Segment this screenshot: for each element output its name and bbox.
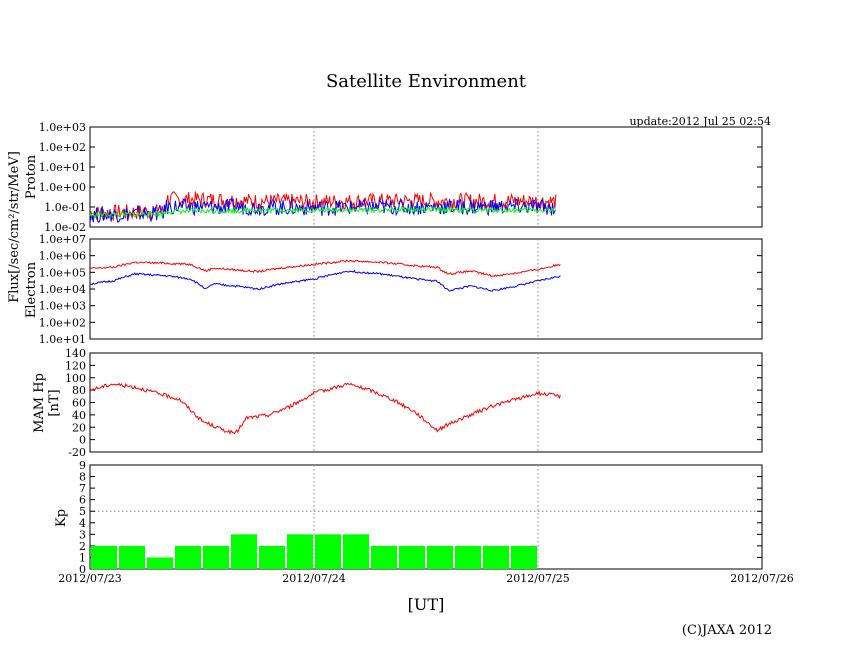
x-axis-label: [UT] [408, 595, 445, 614]
y-tick-label: 8 [79, 471, 86, 484]
y-tick-label: 1.0e+06 [39, 250, 86, 263]
kp-bar [343, 534, 369, 569]
kp-frame [89, 464, 763, 570]
proton-ylabel: Proton [24, 154, 39, 199]
y-tick-label: 1.0e+00 [39, 181, 86, 194]
y-tick-label: -20 [68, 446, 86, 459]
y-tick-label: 6 [79, 494, 86, 507]
y-tick-label: 1.0e+01 [39, 161, 86, 174]
y-tick-label: 5 [79, 505, 86, 518]
electron-panel: 1.0e+07 1.0e+06 1.0e+05 1.0e+04 1.0e+03 1.0e+… [24, 233, 763, 346]
y-tick-label: 1.0e+03 [39, 300, 86, 313]
kp-bar [259, 545, 285, 569]
kp-bar [203, 545, 229, 569]
kp-bar [455, 545, 481, 569]
x-tick-label: 2012/07/26 [730, 572, 793, 585]
copyright: (C)JAXA 2012 [682, 623, 772, 638]
mam-hp-frame [89, 352, 763, 453]
y-tick-label: 0 [79, 563, 86, 576]
y-tick-label: 9 [79, 459, 86, 472]
electron-blue-line [89, 269, 561, 292]
y-tick-label: 120 [65, 359, 86, 372]
proton-ticks: 1.0e+03 1.0e+02 1.0e+01 1.0e+00 1.0e-01 1.0e-… [39, 121, 762, 234]
proton-frame [89, 126, 763, 228]
y-tick-label: 4 [79, 517, 86, 530]
mam-hp-grid [313, 353, 539, 452]
proton-grid [313, 127, 539, 227]
proton-blue-line [89, 197, 556, 223]
mam-hp-ylabel: MAM Hp [32, 373, 47, 433]
kp-bar [399, 545, 425, 569]
y-tick-label: 20 [72, 421, 86, 434]
kp-grid [90, 465, 762, 569]
kp-ylabel: Kp [54, 509, 69, 527]
mam-hp-red-line [89, 382, 561, 435]
y-tick-label: 140 [65, 347, 86, 360]
y-tick-label: 0 [79, 434, 86, 447]
y-tick-label: 100 [65, 372, 86, 385]
y-tick-label: 7 [79, 482, 86, 495]
y-tick-label: 1.0e+02 [39, 316, 86, 329]
x-tick-label: 2012/07/23 [58, 572, 121, 585]
proton-panel: 1.0e+03 1.0e+02 1.0e+01 1.0e+00 1.0e-01 1.0e-… [7, 121, 763, 303]
electron-series [89, 259, 561, 292]
y-tick-label: 80 [72, 384, 86, 397]
electron-ticks: 1.0e+07 1.0e+06 1.0e+05 1.0e+04 1.0e+03 1.0e+… [39, 233, 762, 346]
kp-bars [91, 534, 537, 569]
kp-bar [511, 545, 537, 569]
y-tick-label: 1.0e-02 [44, 221, 86, 234]
y-tick-label: 1 [79, 551, 86, 564]
kp-bar [147, 557, 173, 569]
y-tick-label: 1.0e+04 [39, 283, 86, 296]
y-tick-label: 1.0e+01 [39, 333, 86, 346]
electron-grid [313, 239, 539, 339]
kp-bar [287, 534, 313, 569]
proton-green-line [89, 205, 557, 218]
y-tick-label: 3 [79, 528, 86, 541]
y-tick-label: 1.0e+03 [39, 121, 86, 134]
x-tick-label: 2012/07/25 [506, 572, 569, 585]
kp-bar [119, 545, 145, 569]
chart-title: Satellite Environment [326, 71, 527, 92]
x-axis: 2012/07/23 2012/07/24 2012/07/25 2012/07… [58, 572, 793, 585]
kp-bar [231, 534, 257, 569]
kp-bar [371, 545, 397, 569]
kp-bar [175, 545, 201, 569]
update-timestamp: update:2012 Jul 25 02:54 [629, 115, 771, 128]
kp-bar [483, 545, 509, 569]
proton-series [89, 191, 557, 223]
electron-frame [89, 238, 763, 340]
kp-bar [91, 545, 117, 569]
y-tick-label: 40 [72, 409, 86, 422]
electron-red-line [89, 259, 561, 278]
y-tick-label: 1.0e+05 [39, 266, 86, 279]
y-tick-label: 1.0e+02 [39, 141, 86, 154]
kp-bar [315, 534, 341, 569]
y-tick-label: 1.0e-01 [44, 201, 86, 214]
flux-label-a: Flux[/sec/cm²/str/MeV] [7, 151, 22, 303]
y-tick-label: 1.0e+07 [39, 233, 86, 246]
mam-hp-series [89, 382, 561, 435]
kp-bar [427, 545, 453, 569]
y-tick-label: 2 [79, 540, 86, 553]
mam-hp-unit: [nT] [47, 389, 62, 416]
y-tick-label: 60 [72, 397, 86, 410]
proton-ylabel-flux: Flux[/sec/cm²/str/MeV] [7, 151, 22, 303]
electron-ylabel: Electron [24, 261, 39, 318]
x-tick-label: 2012/07/24 [282, 572, 345, 585]
